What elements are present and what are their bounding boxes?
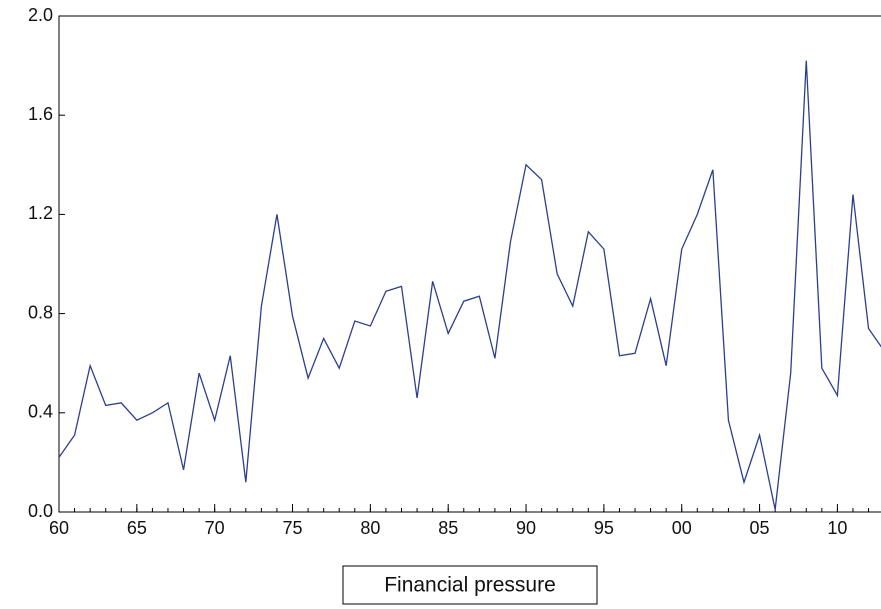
plot-frame	[58, 15, 881, 513]
y-tick-label: 0.8	[28, 302, 53, 322]
x-tick-label: 95	[594, 518, 614, 538]
y-tick-label: 1.2	[28, 203, 53, 223]
legend-label: Financial pressure	[384, 574, 556, 597]
x-tick-label: 80	[360, 518, 380, 538]
x-tick-label: 70	[205, 518, 225, 538]
legend-box	[342, 565, 598, 605]
y-tick-label: 0.4	[28, 402, 53, 422]
x-tick-label: 85	[438, 518, 458, 538]
x-tick-label: 60	[49, 518, 69, 538]
series-line	[59, 60, 881, 510]
y-tick-label: 0.0	[28, 501, 53, 521]
x-tick-label: 65	[127, 518, 147, 538]
x-tick-label: 75	[283, 518, 303, 538]
y-tick-label: 1.6	[28, 104, 53, 124]
x-tick-label: 10	[827, 518, 847, 538]
x-tick-label: 05	[750, 518, 770, 538]
x-tick-label: 00	[672, 518, 692, 538]
legend: Financial pressure	[342, 565, 598, 605]
x-tick-label: 90	[516, 518, 536, 538]
y-tick-label: 2.0	[28, 5, 53, 25]
